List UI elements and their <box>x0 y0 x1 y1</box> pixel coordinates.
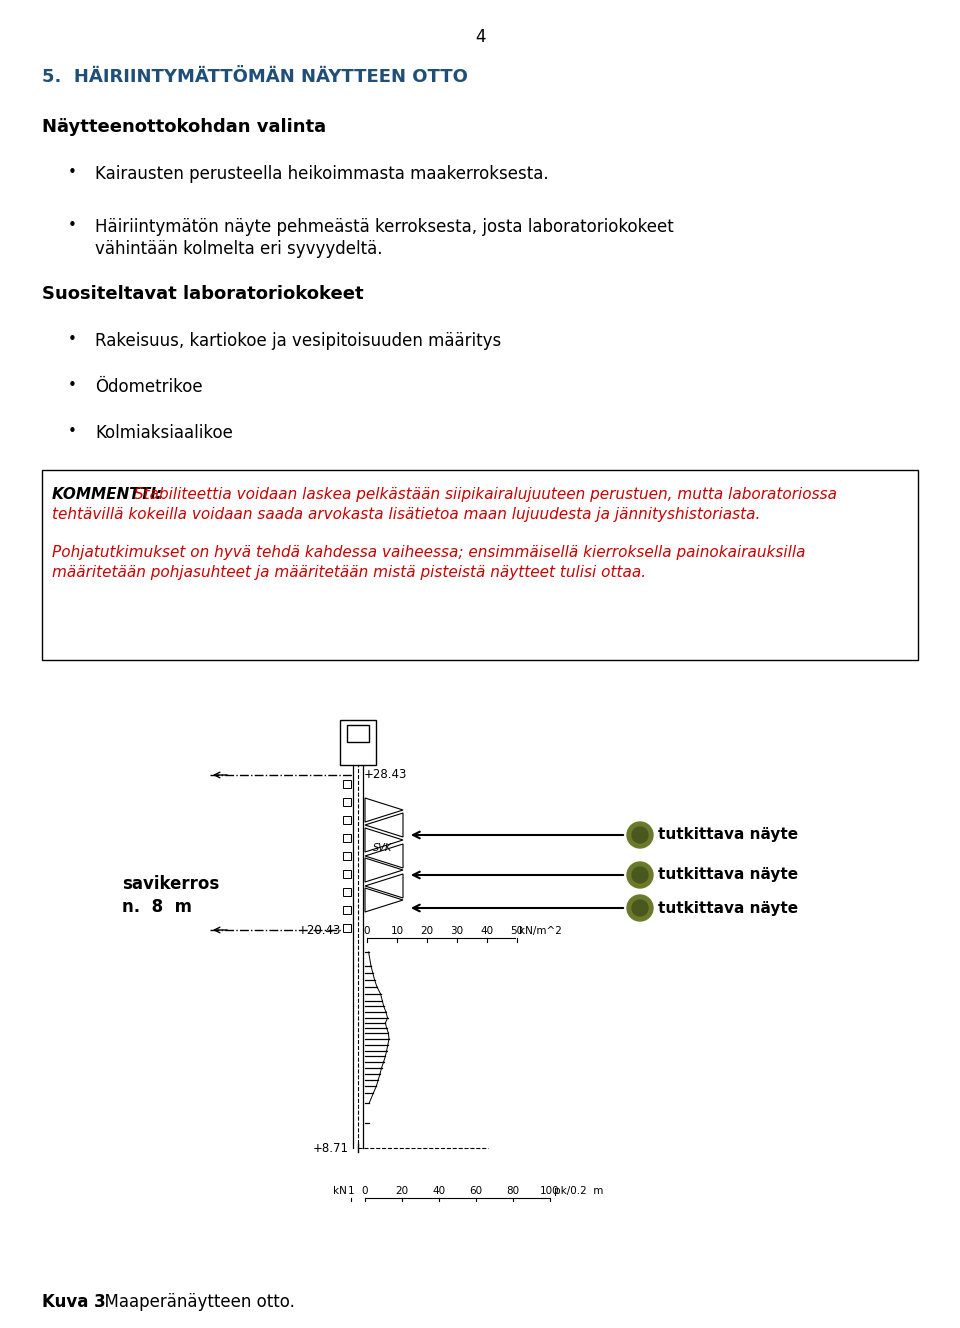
Text: Stabiliteettia voidaan laskea pelkästään siipikairalujuuteen perustuen, mutta la: Stabiliteettia voidaan laskea pelkästään… <box>134 487 837 502</box>
Text: 0: 0 <box>362 1186 369 1197</box>
Bar <box>343 888 351 896</box>
Polygon shape <box>365 874 403 898</box>
Circle shape <box>632 900 648 916</box>
Text: Rakeisuus, kartiokoe ja vesipitoisuuden määritys: Rakeisuus, kartiokoe ja vesipitoisuuden … <box>95 332 501 351</box>
Text: +20.43: +20.43 <box>298 923 342 936</box>
Text: vähintään kolmelta eri syvyydeltä.: vähintään kolmelta eri syvyydeltä. <box>95 240 382 258</box>
Text: •: • <box>67 332 77 347</box>
Text: . Maaperänäytteen otto.: . Maaperänäytteen otto. <box>94 1293 295 1311</box>
Text: kN: kN <box>333 1186 347 1197</box>
Text: tutkittava näyte: tutkittava näyte <box>658 867 798 883</box>
Bar <box>343 798 351 806</box>
Text: 60: 60 <box>469 1186 483 1197</box>
Text: Suositeltavat laboratoriokokeet: Suositeltavat laboratoriokokeet <box>42 286 364 303</box>
Bar <box>343 853 351 861</box>
Circle shape <box>632 827 648 843</box>
Bar <box>343 906 351 914</box>
Circle shape <box>632 867 648 883</box>
Text: määritetään pohjasuhteet ja määritetään mistä pisteistä näytteet tulisi ottaa.: määritetään pohjasuhteet ja määritetään … <box>52 564 646 580</box>
Text: +28.43: +28.43 <box>364 769 407 781</box>
Text: Kuva 3: Kuva 3 <box>42 1293 106 1311</box>
Bar <box>42 470 918 660</box>
Text: 1: 1 <box>348 1186 354 1197</box>
Text: •: • <box>67 424 77 440</box>
Bar <box>343 870 351 878</box>
Text: 10: 10 <box>391 926 403 936</box>
Text: tutkittava näyte: tutkittava näyte <box>658 827 798 842</box>
Text: +8.71: +8.71 <box>313 1142 349 1154</box>
Text: savikerros: savikerros <box>122 875 219 892</box>
Circle shape <box>627 895 653 922</box>
Text: pk/0.2  m: pk/0.2 m <box>554 1186 604 1197</box>
Text: tehtävillä kokeilla voidaan saada arvokasta lisätietoa maan lujuudesta ja jännit: tehtävillä kokeilla voidaan saada arvoka… <box>52 507 760 522</box>
Text: Kairausten perusteella heikoimmasta maakerroksesta.: Kairausten perusteella heikoimmasta maak… <box>95 165 548 183</box>
Text: •: • <box>67 165 77 181</box>
Bar <box>343 834 351 842</box>
Polygon shape <box>365 858 403 882</box>
Bar <box>343 924 351 932</box>
Text: Ödometrikoe: Ödometrikoe <box>95 378 203 396</box>
Circle shape <box>627 862 653 888</box>
Text: Kolmiaksiaalikoe: Kolmiaksiaalikoe <box>95 424 233 442</box>
Polygon shape <box>365 888 403 912</box>
Text: 20: 20 <box>396 1186 409 1197</box>
Polygon shape <box>365 798 403 822</box>
Text: 100: 100 <box>540 1186 560 1197</box>
Text: •: • <box>67 218 77 232</box>
Text: •: • <box>67 378 77 393</box>
Bar <box>343 780 351 788</box>
Text: 40: 40 <box>432 1186 445 1197</box>
Text: Näytteenottokohdan valinta: Näytteenottokohdan valinta <box>42 118 326 135</box>
Text: SVK: SVK <box>373 843 393 853</box>
Text: 20: 20 <box>420 926 434 936</box>
Text: 5.  HÄIRIINTYMÄTTÖMÄN NÄYTTEEN OTTO: 5. HÄIRIINTYMÄTTÖMÄN NÄYTTEEN OTTO <box>42 68 468 86</box>
Text: 4: 4 <box>475 28 485 46</box>
Text: tutkittava näyte: tutkittava näyte <box>658 900 798 915</box>
Text: 50: 50 <box>511 926 523 936</box>
Text: n.  8  m: n. 8 m <box>122 898 192 916</box>
Polygon shape <box>365 845 403 869</box>
Circle shape <box>627 822 653 849</box>
Text: Pohjatutkimukset on hyvä tehdä kahdessa vaiheessa; ensimmäisellä kierroksella pa: Pohjatutkimukset on hyvä tehdä kahdessa … <box>52 544 805 560</box>
Text: kN/m^2: kN/m^2 <box>519 926 562 936</box>
Text: 0: 0 <box>364 926 371 936</box>
Bar <box>340 720 376 765</box>
Text: 40: 40 <box>480 926 493 936</box>
Text: 30: 30 <box>450 926 464 936</box>
Text: KOMMENTTI:: KOMMENTTI: <box>52 487 167 502</box>
Text: 80: 80 <box>507 1186 519 1197</box>
Bar <box>347 725 369 742</box>
Polygon shape <box>365 813 403 837</box>
Text: Häiriintymätön näyte pehmeästä kerroksesta, josta laboratoriokokeet: Häiriintymätön näyte pehmeästä kerrokses… <box>95 218 674 236</box>
Bar <box>343 815 351 823</box>
Polygon shape <box>365 827 403 853</box>
